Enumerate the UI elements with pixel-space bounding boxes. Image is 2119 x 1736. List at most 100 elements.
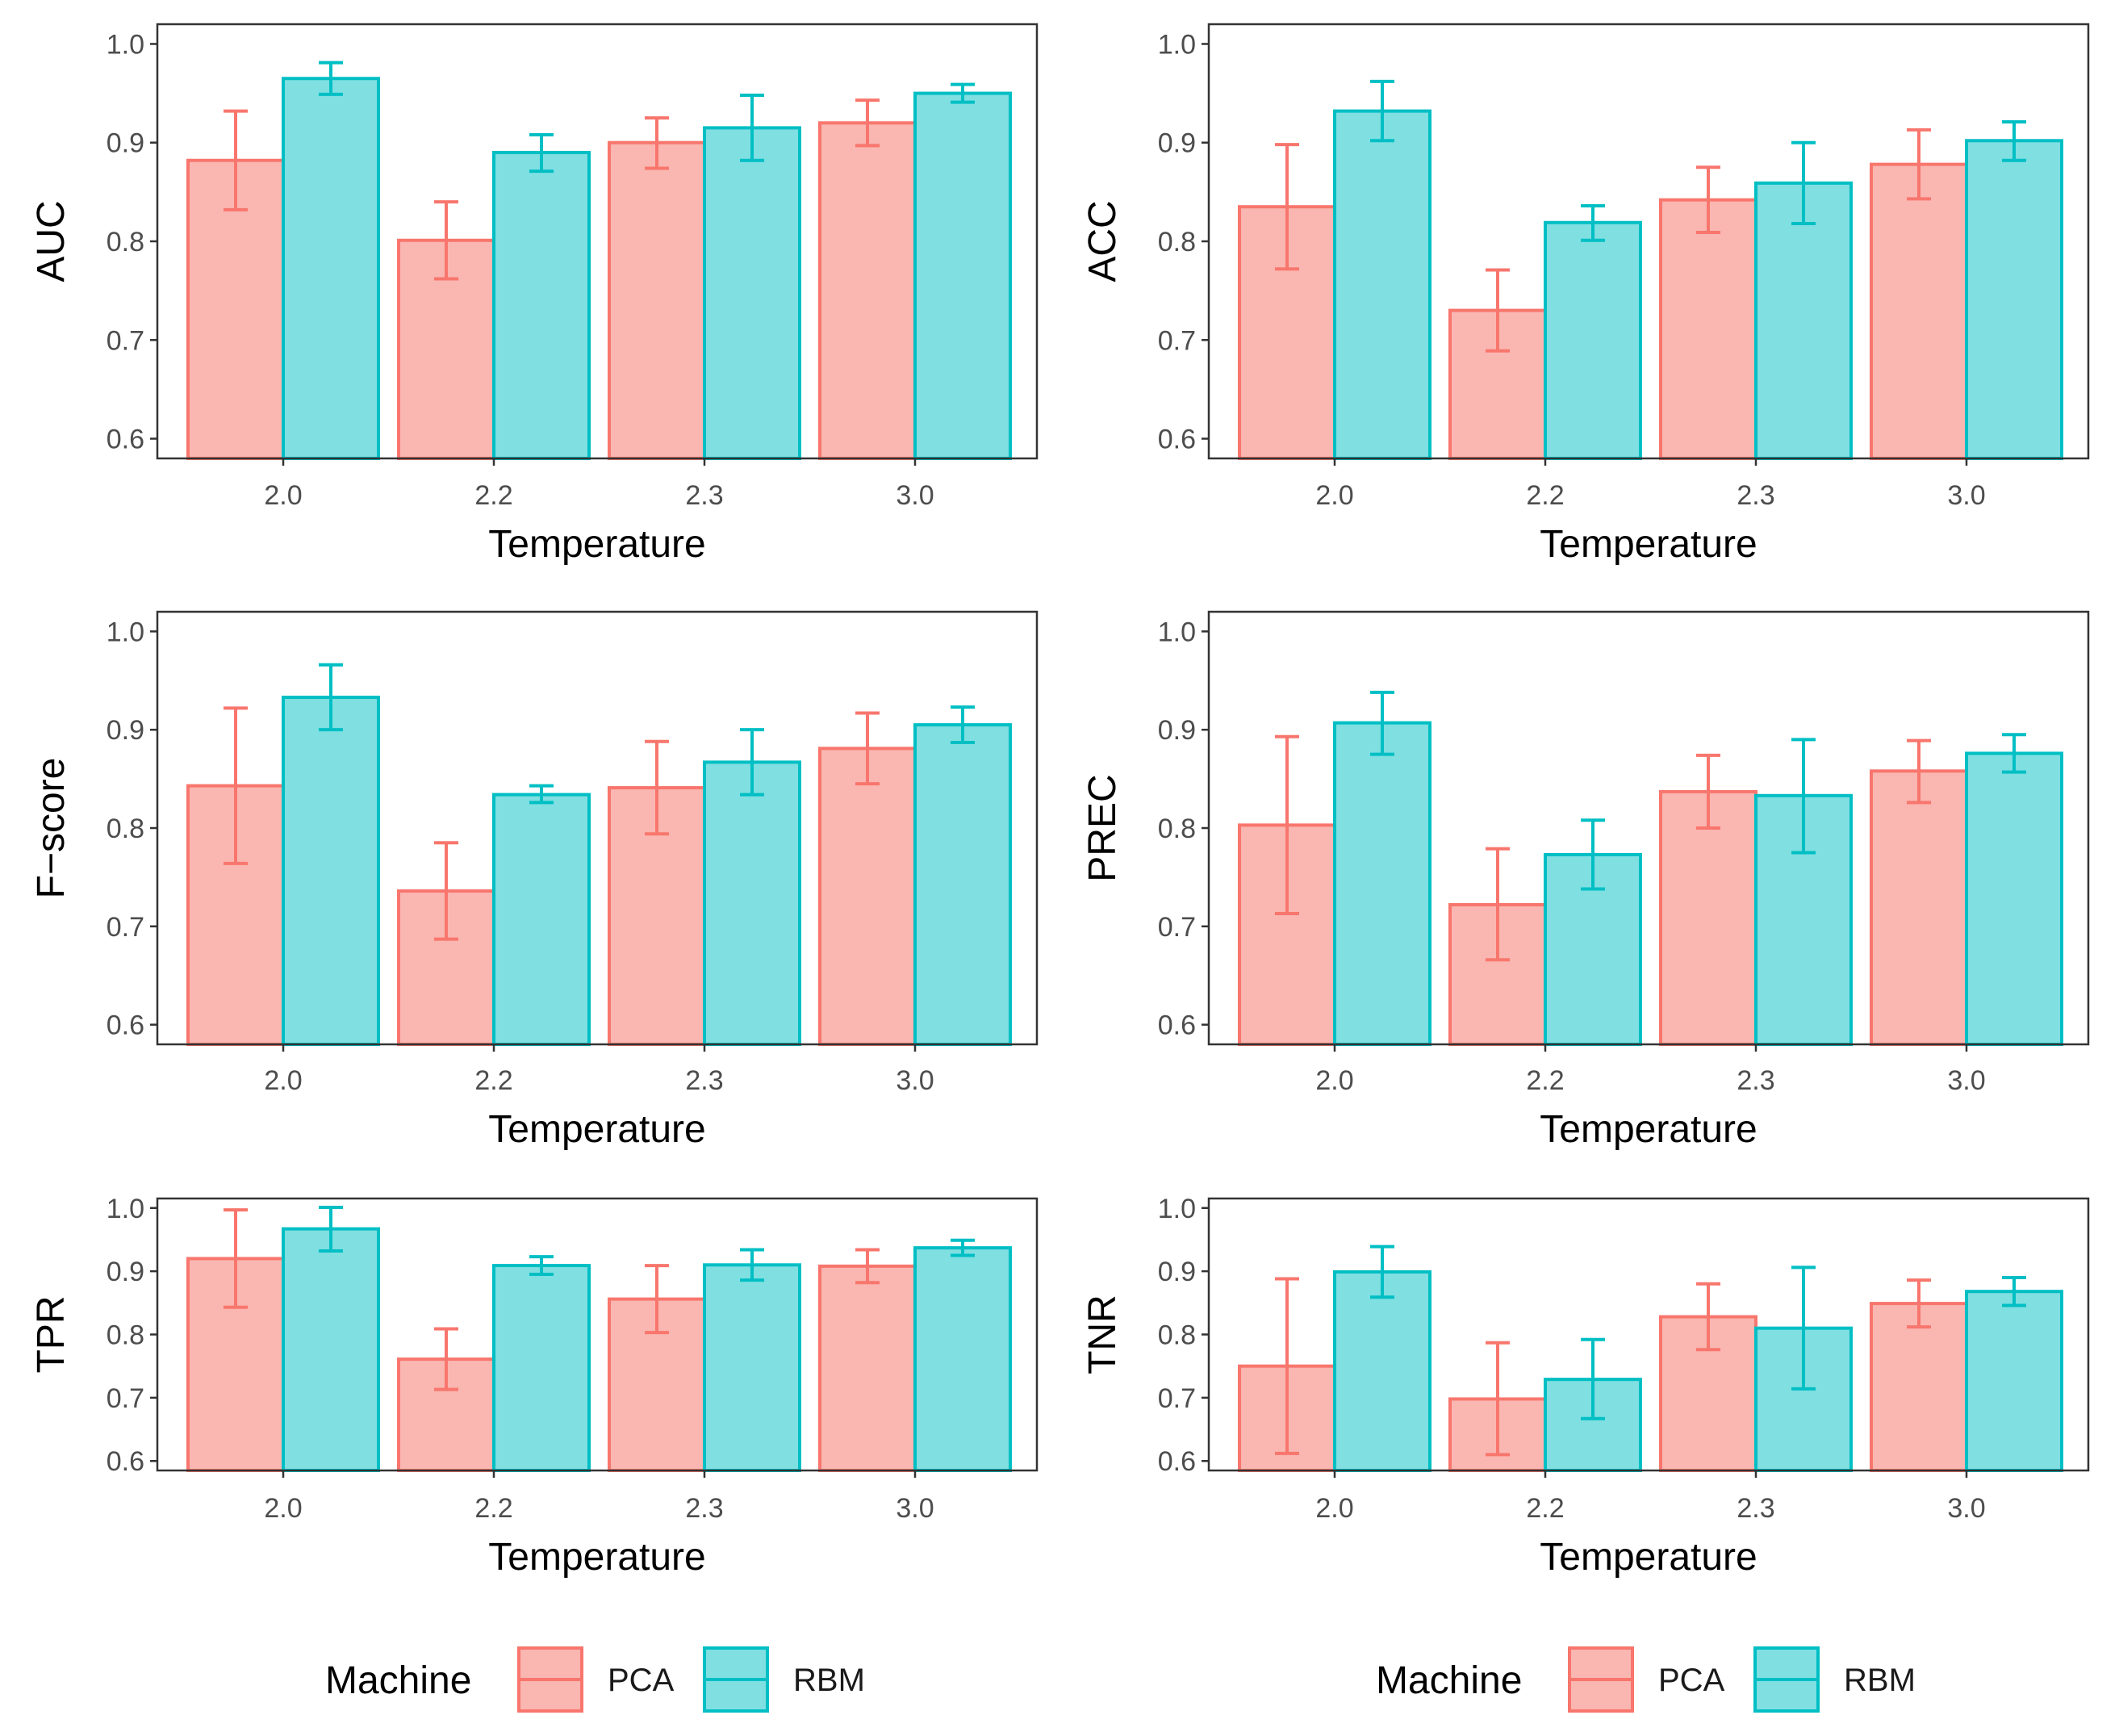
- bar-rbm-2-0: [1333, 109, 1431, 460]
- error-bar-rbm-2-2: [1581, 1337, 1605, 1420]
- x-tick-label: 2.2: [1526, 1065, 1564, 1096]
- error-bar-pca-2-2: [1486, 268, 1510, 353]
- chart-panel-2: 0.6 0.7 0.8 0.9 1.0 2.0 2.2 2.3 3.0 Temperature F−…: [30, 610, 1039, 1151]
- bar-rbm-3-0: [913, 1246, 1012, 1473]
- y-tick-label: 0.9: [1158, 1257, 1196, 1287]
- x-tick-label: 2.0: [264, 1493, 302, 1524]
- bar-rbm-2-0: [282, 1227, 380, 1473]
- error-bar-rbm-2-3: [740, 1248, 764, 1282]
- error-bar-rbm-2-3: [1791, 140, 1816, 225]
- error-bar-rbm-2-2: [1581, 818, 1605, 891]
- error-bar-pca-3-0: [1907, 1278, 1931, 1329]
- error-bar-rbm-2-3: [1791, 1265, 1816, 1391]
- legend-title: Machine: [1376, 1659, 1522, 1702]
- error-bar-rbm-2-0: [319, 663, 343, 732]
- error-bar-rbm-2-0: [1370, 79, 1394, 143]
- bar-rbm-3-0: [913, 723, 1012, 1046]
- bar-pca-3-0: [1870, 769, 1968, 1046]
- x-tick-label: 2.3: [685, 1493, 723, 1524]
- bar-rbm-2-2: [492, 793, 591, 1047]
- error-bar-rbm-2-2: [529, 784, 554, 805]
- error-bar-rbm-3-0: [2002, 1275, 2026, 1307]
- y-tick-label: 0.8: [107, 814, 144, 844]
- y-tick-label: 0.6: [1158, 1446, 1196, 1477]
- x-tick-label: 3.0: [1947, 480, 1985, 511]
- legend-right: Machine PCA RBM: [1376, 1646, 1916, 1713]
- chart-panel-0: 0.6 0.7 0.8 0.9 1.0 2.0 2.2 2.3 3.0 Temperature AU…: [30, 23, 1039, 566]
- panel-border: [1207, 23, 2090, 460]
- bar-rbm-2-0: [1333, 1270, 1431, 1472]
- panel-border: [1207, 610, 2090, 1046]
- chart-panel-5: 0.6 0.7 0.8 0.9 1.0 2.0 2.2 2.3 3.0 Temperature TN…: [1081, 1194, 2090, 1579]
- x-axis-title: Temperature: [488, 523, 705, 566]
- y-tick-label: 0.7: [1158, 325, 1196, 356]
- error-bar-pca-2-0: [1275, 1277, 1299, 1455]
- panel-border: [1207, 1197, 2090, 1472]
- x-tick-label: 2.3: [685, 1065, 723, 1096]
- error-bar-pca-2-0: [1275, 734, 1299, 915]
- x-axis-title: Temperature: [1540, 523, 1757, 566]
- y-tick-label: 0.8: [1158, 1320, 1196, 1351]
- error-bar-rbm-2-2: [1581, 203, 1605, 242]
- bar-pca-3-0: [1870, 162, 1968, 461]
- error-bar-rbm-2-0: [1370, 690, 1394, 756]
- y-tick-label: 0.7: [107, 1383, 144, 1414]
- error-bar-rbm-2-0: [319, 1205, 343, 1253]
- x-tick-label: 2.0: [1315, 480, 1353, 511]
- error-bar-pca-2-0: [224, 1208, 248, 1309]
- y-tick-label: 0.9: [107, 128, 144, 159]
- bar-pca-3-0: [818, 1264, 917, 1473]
- x-tick-label: 2.3: [685, 480, 723, 511]
- bar-rbm-2-3: [703, 760, 801, 1047]
- bar-rbm-2-2: [492, 150, 591, 460]
- error-bar-pca-2-3: [645, 1264, 669, 1335]
- error-bar-rbm-3-0: [951, 82, 975, 104]
- legend-label-pca: PCA: [1658, 1663, 1725, 1698]
- y-tick-label: 0.6: [107, 1010, 144, 1041]
- bar-rbm-3-0: [913, 91, 1012, 460]
- x-tick-label: 2.0: [264, 480, 302, 511]
- y-axis-title: ACC: [1081, 200, 1124, 282]
- chart-panel-3: 0.6 0.7 0.8 0.9 1.0 2.0 2.2 2.3 3.0 Temperature PR…: [1081, 610, 2090, 1151]
- x-tick-label: 3.0: [1947, 1065, 1985, 1096]
- error-bar-rbm-2-0: [319, 61, 343, 96]
- x-tick-label: 2.0: [264, 1065, 302, 1096]
- y-tick-label: 0.6: [107, 425, 144, 455]
- bar-rbm-2-0: [282, 77, 380, 460]
- bar-pca-2-3: [1659, 789, 1757, 1046]
- error-bar-rbm-2-2: [529, 1255, 554, 1277]
- x-tick-label: 2.3: [1737, 480, 1774, 511]
- x-tick-label: 2.2: [474, 1065, 512, 1096]
- bar-pca-3-0: [1870, 1302, 1968, 1472]
- error-bar-pca-2-3: [1696, 165, 1720, 234]
- x-axis-title: Temperature: [1540, 1108, 1757, 1151]
- legend-label-rbm: RBM: [793, 1663, 865, 1698]
- y-tick-label: 1.0: [1158, 617, 1196, 647]
- error-bar-rbm-2-3: [740, 728, 764, 797]
- x-tick-label: 3.0: [896, 480, 934, 511]
- error-bar-rbm-2-0: [1370, 1244, 1394, 1299]
- y-tick-label: 1.0: [107, 617, 144, 647]
- legend-title: Machine: [325, 1659, 471, 1702]
- y-tick-label: 1.0: [1158, 29, 1196, 60]
- error-bar-pca-2-3: [645, 739, 669, 836]
- x-tick-label: 2.2: [474, 1493, 512, 1524]
- error-bar-pca-2-2: [434, 841, 458, 941]
- y-tick-label: 0.7: [1158, 912, 1196, 943]
- error-bar-pca-2-0: [224, 109, 248, 211]
- x-tick-label: 3.0: [896, 1493, 934, 1524]
- x-tick-label: 3.0: [896, 1065, 934, 1096]
- error-bar-rbm-3-0: [951, 705, 975, 745]
- x-tick-label: 2.3: [1737, 1065, 1774, 1096]
- x-tick-label: 2.0: [1315, 1065, 1353, 1096]
- bar-rbm-2-3: [1754, 793, 1853, 1046]
- error-bar-rbm-3-0: [2002, 120, 2026, 162]
- panel-border: [156, 610, 1039, 1046]
- bar-pca-2-3: [608, 140, 706, 461]
- bar-rbm-2-2: [492, 1264, 591, 1473]
- error-bar-pca-2-0: [1275, 143, 1299, 271]
- y-tick-label: 0.8: [107, 227, 144, 257]
- chart-panel-1: 0.6 0.7 0.8 0.9 1.0 2.0 2.2 2.3 3.0 Temperature AC…: [1081, 23, 2090, 566]
- error-bar-pca-3-0: [855, 98, 880, 148]
